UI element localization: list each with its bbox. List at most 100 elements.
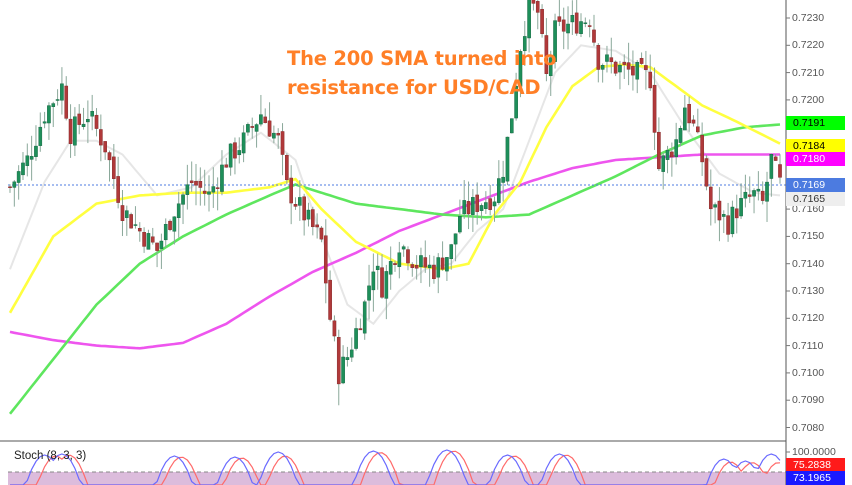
candle-up: [42, 121, 47, 124]
candle-down: [726, 215, 730, 235]
candle-down: [198, 181, 203, 188]
candle-up: [176, 203, 181, 219]
candle-up: [16, 171, 21, 183]
candle-up: [548, 57, 553, 77]
stoch-lines: [10, 449, 781, 485]
sma-200-line: [9, 153, 780, 350]
candle-up: [453, 233, 458, 245]
price-tick-label: 0.7210: [792, 66, 825, 79]
price-tick-label: 0.7160: [792, 203, 825, 216]
candle-down: [129, 214, 133, 229]
candle-down: [137, 228, 142, 232]
candle-down: [332, 320, 337, 337]
candle-down: [535, 1, 540, 13]
candle-down: [336, 337, 341, 385]
candle-down: [64, 85, 69, 119]
candle-down: [233, 142, 237, 159]
candle-up: [458, 216, 462, 233]
candle-up: [354, 328, 358, 349]
price-tick-label: 0.7100: [792, 366, 825, 379]
candle-up: [743, 191, 748, 199]
candle-down: [293, 204, 298, 207]
candle-up: [272, 132, 276, 139]
candle-up: [553, 20, 557, 62]
candle-down: [116, 176, 120, 203]
candle-down: [155, 242, 159, 251]
candle-down: [587, 25, 592, 27]
sma-50-tag: 0.7184: [786, 139, 845, 153]
candle-down: [734, 208, 739, 219]
candle-down: [68, 118, 73, 144]
stoch-indicator-title[interactable]: Stoch (8, 3, 3): [14, 450, 87, 462]
sma-100-line: [8, 123, 781, 415]
stoch-d-tag: 75.2838: [786, 458, 845, 472]
candle-up: [570, 15, 575, 23]
candle-up: [90, 111, 94, 117]
candle-up: [159, 240, 164, 249]
candle-up: [678, 127, 683, 143]
candle-down: [263, 116, 268, 123]
candle-up: [341, 356, 345, 384]
candle-down: [189, 180, 194, 184]
candle-up: [259, 114, 263, 125]
candle-down: [596, 44, 601, 70]
candle-up: [518, 51, 523, 87]
candle-down: [639, 58, 644, 64]
candle-down: [574, 12, 579, 34]
candle-down: [644, 65, 648, 70]
candle-up: [220, 164, 224, 192]
price-tick-label: 0.7220: [792, 39, 825, 52]
candle-down: [311, 209, 315, 228]
candle-down: [393, 263, 397, 265]
price-tick-label: 0.7080: [792, 421, 825, 434]
candle-up: [345, 357, 350, 360]
candle-down: [112, 156, 116, 179]
candle-up: [445, 257, 449, 272]
candle-down: [280, 131, 285, 155]
candle-up: [713, 204, 717, 208]
candle-down: [267, 120, 272, 137]
candle-up: [471, 197, 475, 215]
candle-up: [505, 136, 510, 182]
candle-down: [691, 119, 696, 124]
candle-down: [652, 84, 657, 133]
sma-200-tag: 0.7180: [786, 152, 845, 166]
candle-up: [566, 23, 570, 34]
candle-down: [103, 141, 107, 153]
candle-down: [328, 279, 332, 320]
candle-up: [181, 194, 185, 205]
annotation-line-1: The 200 SMA turned into: [287, 47, 557, 70]
candle-down: [488, 198, 492, 210]
candle-down: [77, 113, 82, 125]
candle-down: [289, 177, 293, 204]
candle-up: [211, 186, 216, 193]
candle-up: [462, 200, 467, 215]
price-tick-label: 0.7110: [792, 339, 824, 352]
candle-down: [8, 186, 12, 188]
candle-up: [81, 123, 86, 127]
candle-up: [163, 224, 168, 241]
candle-up: [298, 197, 302, 206]
stoch-k-tag: 73.1965: [786, 471, 845, 485]
candle-up: [618, 64, 622, 73]
candle-down: [315, 224, 319, 228]
candle-down: [631, 66, 635, 76]
candle-up: [509, 118, 514, 134]
candle-down: [613, 61, 618, 74]
candle-up: [739, 198, 743, 217]
candle-up: [375, 265, 380, 271]
candle-down: [696, 126, 700, 133]
candle-down: [540, 8, 544, 34]
candle-down: [380, 267, 384, 298]
candle-down: [531, 0, 536, 4]
price-tick-label: 0.7130: [792, 285, 825, 297]
candle-down: [670, 151, 674, 158]
candle-up: [237, 150, 242, 156]
candle-down: [276, 132, 281, 136]
candle-up: [583, 22, 588, 24]
candle-up: [246, 124, 250, 133]
candle-down: [215, 187, 220, 189]
candle-up: [73, 116, 77, 146]
candle-up: [388, 261, 393, 275]
